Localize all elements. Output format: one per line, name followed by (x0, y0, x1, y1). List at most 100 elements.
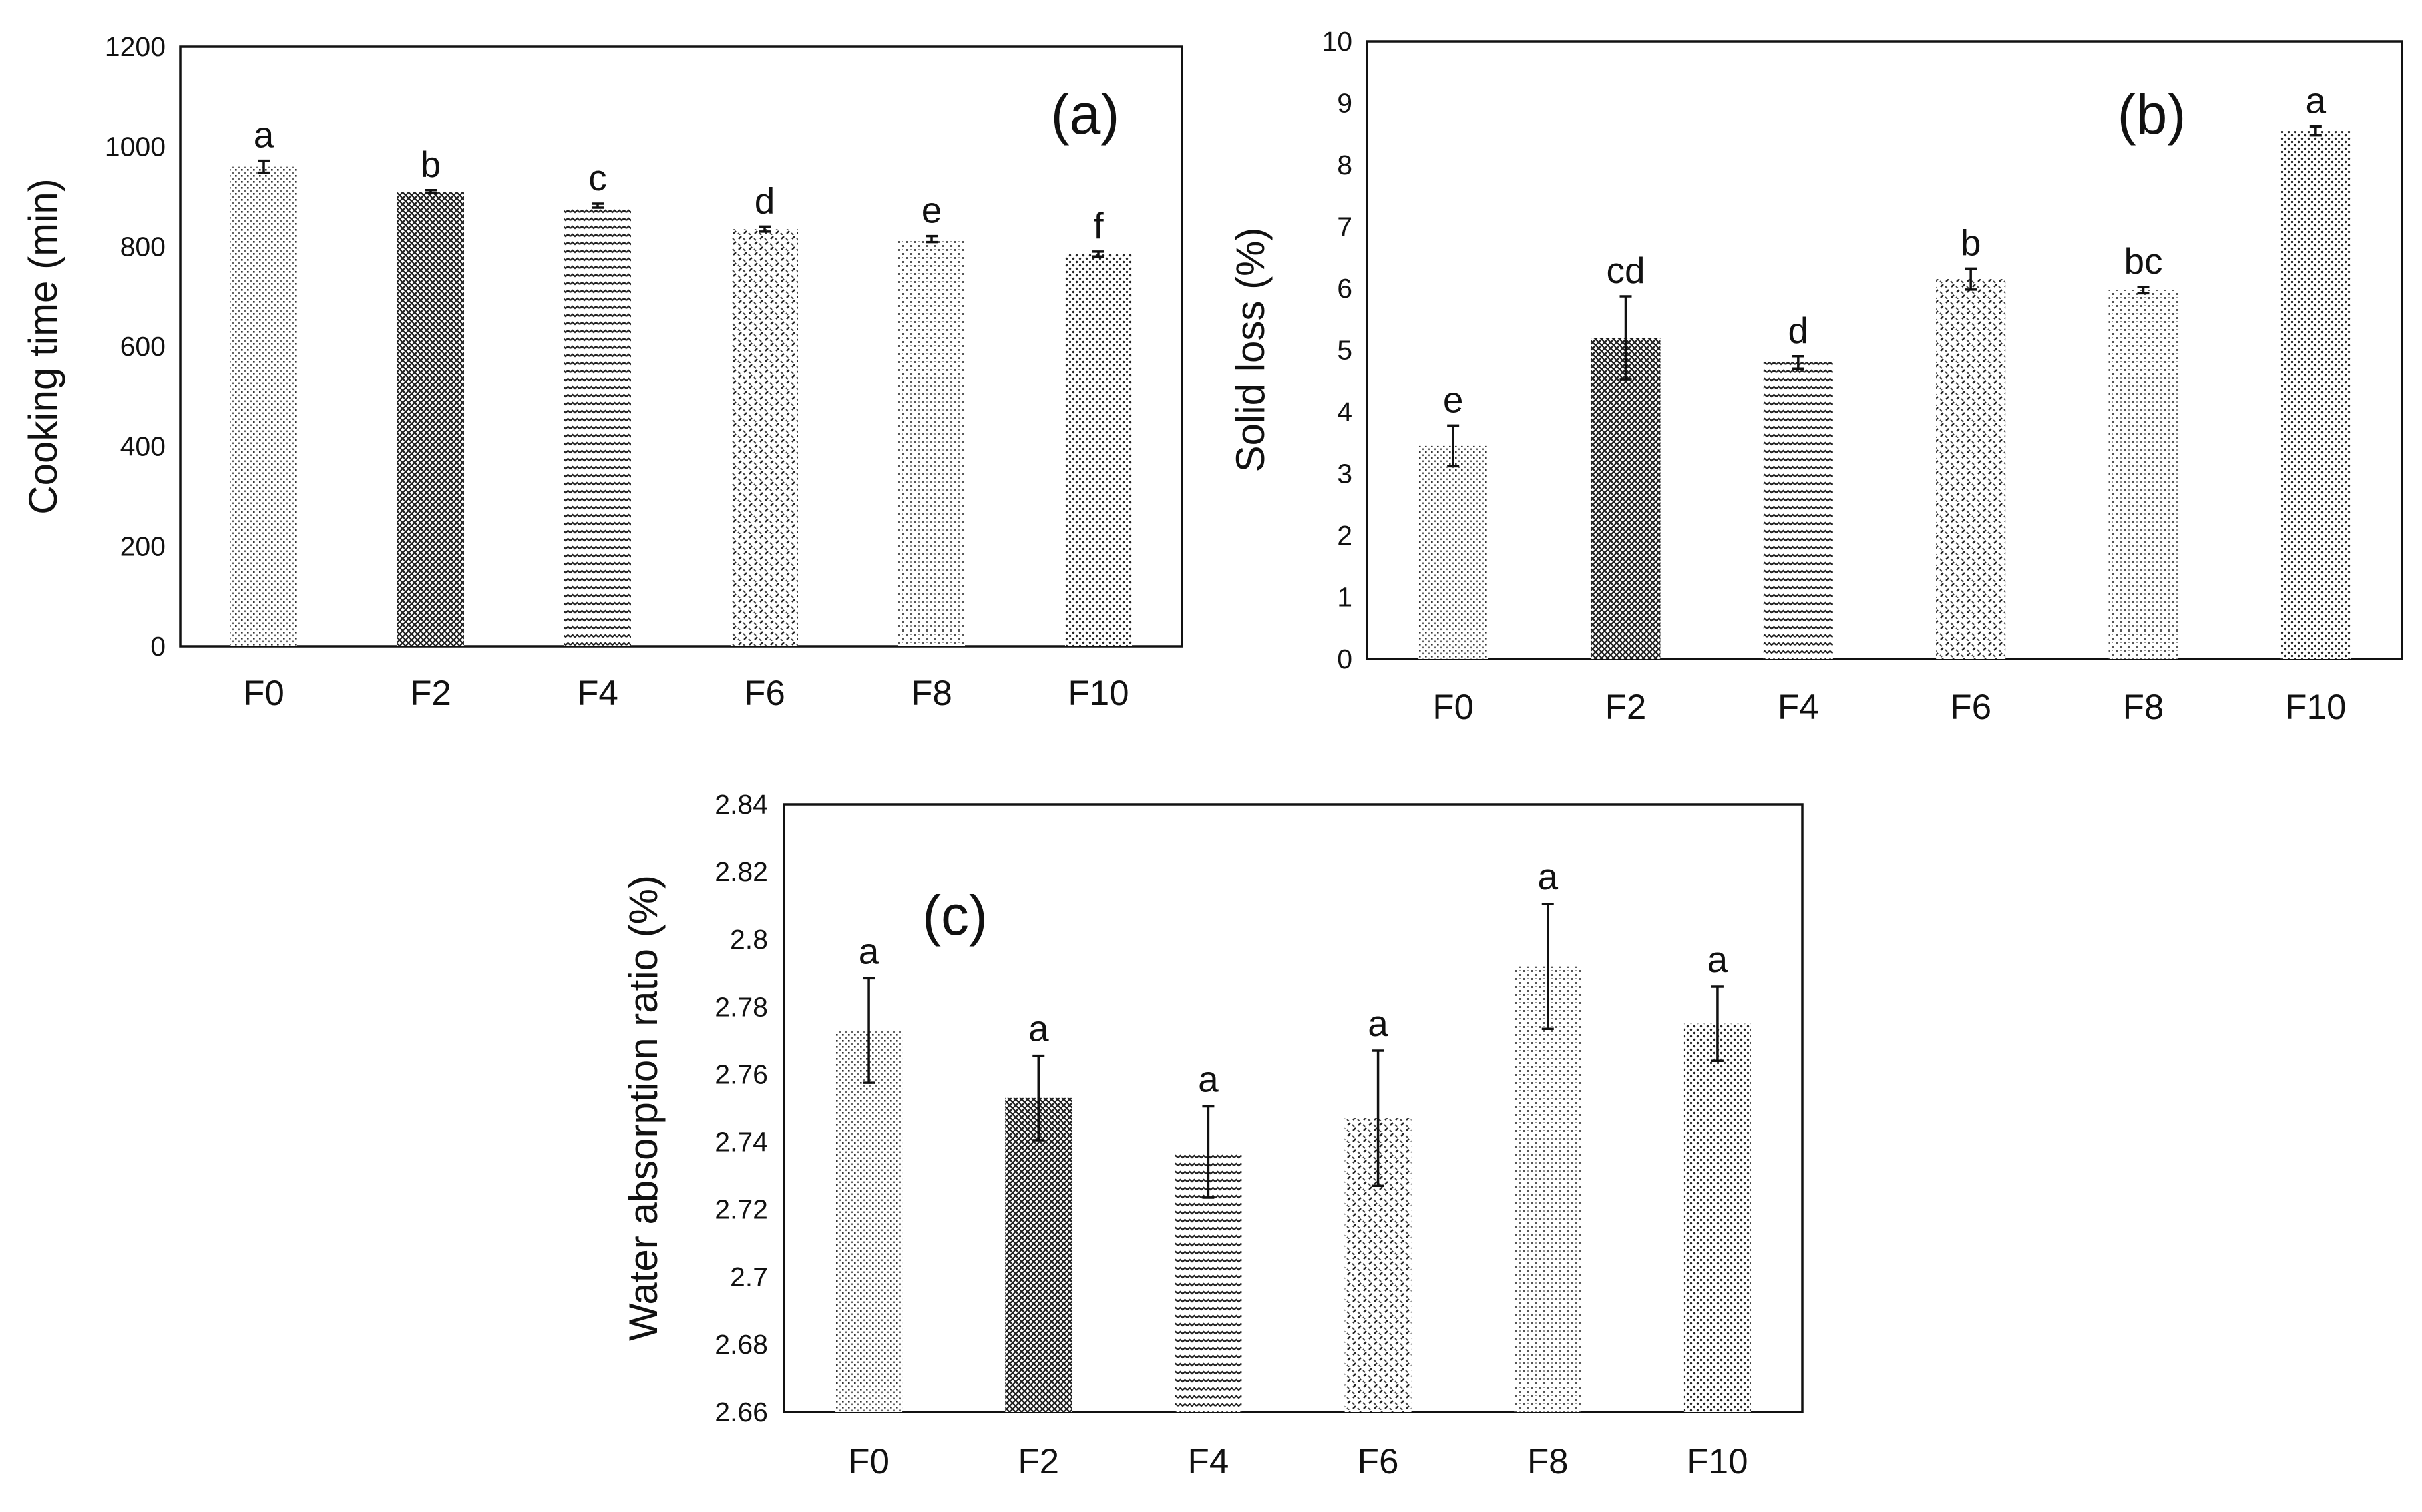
bar-c-F10 (1683, 1023, 1751, 1412)
error-bar-b-F0 (1447, 424, 1460, 468)
y-tick-label-b: 7 (1337, 212, 1352, 242)
x-tick-label-b-F10: F10 (2285, 688, 2346, 727)
chart-panel-c: a a a a a a 2.66 2.68 2.7 2.72 2.74 2.76 2.78 2.8 2.8… (621, 789, 1804, 1481)
y-axis-title-c: Water absorption ratio (%) (621, 875, 666, 1341)
x-tick-label-a-F0: F0 (243, 674, 284, 713)
significance-label-b-F4: d (1788, 310, 1809, 351)
significance-label-c-F2: a (1028, 1008, 1049, 1049)
significance-label-c-F0: a (859, 930, 879, 971)
error-bar-c-F6 (1372, 1049, 1384, 1188)
y-tick-label-c: 2.82 (715, 856, 768, 887)
plot-frame-c (783, 803, 1804, 1413)
significance-label-c-F4: a (1198, 1058, 1219, 1099)
significance-label-c-F8: a (1537, 856, 1558, 897)
x-tick-label-b-F6: F6 (1950, 688, 1991, 727)
x-tick-label-a-F6: F6 (744, 674, 785, 713)
x-tick-label-c-F2: F2 (1018, 1442, 1059, 1481)
panel-label-a: (a) (1051, 83, 1120, 146)
error-bar-c-F4 (1202, 1105, 1215, 1199)
error-bar-b-F2 (1619, 295, 1632, 381)
chart-panel-b: e cd d b bc a 0 1 2 3 4 5 6 7 8 9 10 F0 F2 F4 F6 F8 F10 Soli… (1228, 26, 2403, 727)
error-bar-b-F6 (1965, 267, 1977, 291)
y-tick-label-a: 200 (120, 531, 166, 561)
y-tick-label-c: 2.74 (715, 1127, 768, 1158)
y-tick-label-b: 6 (1337, 273, 1352, 304)
significance-label-a-F8: e (922, 190, 942, 231)
plot-frame-a (179, 45, 1183, 648)
significance-label-b-F2: cd (1606, 250, 1645, 291)
y-tick-label-c: 2.78 (715, 991, 768, 1022)
error-bar-a-F10 (1092, 250, 1104, 258)
x-tick-label-c-F0: F0 (848, 1442, 889, 1481)
y-tick-label-c: 2.72 (715, 1194, 768, 1225)
bar-c-F0 (835, 1030, 903, 1412)
bar-a-F8 (898, 239, 965, 646)
significance-label-a-F10: f (1093, 205, 1104, 246)
bar-c-F8 (1514, 966, 1581, 1412)
y-tick-label-c: 2.68 (715, 1329, 768, 1360)
bar-b-F2 (1591, 338, 1661, 659)
error-bar-a-F6 (759, 225, 771, 233)
significance-label-b-F8: bc (2124, 240, 2162, 282)
significance-label-a-F6: d (755, 180, 775, 221)
error-bar-c-F8 (1541, 903, 1554, 1030)
x-tick-label-b-F4: F4 (1778, 688, 1819, 727)
bar-a-F2 (397, 192, 464, 646)
y-tick-label-b: 1 (1337, 582, 1352, 613)
y-tick-label-a: 0 (150, 631, 166, 662)
y-tick-label-a: 1200 (105, 31, 166, 62)
y-axis-title-a: Cooking time (min) (21, 178, 65, 514)
y-axis-title-b: Solid loss (%) (1228, 228, 1273, 473)
bar-b-F8 (2108, 290, 2178, 659)
error-bar-b-F8 (2137, 286, 2150, 295)
y-tick-label-b: 0 (1337, 644, 1352, 674)
error-bar-c-F2 (1032, 1054, 1045, 1142)
significance-label-b-F0: e (1443, 379, 1464, 420)
significance-label-c-F6: a (1368, 1003, 1388, 1044)
x-tick-label-c-F10: F10 (1687, 1442, 1748, 1481)
y-tick-label-c: 2.76 (715, 1059, 768, 1089)
chart-panel-a: a b c d e f 0 200 400 600 800 1000 1200 F0 F2 F4 F6 F8 F… (21, 31, 1183, 713)
significance-label-c-F10: a (1707, 939, 1728, 980)
bar-b-F4 (1763, 362, 1833, 659)
y-tick-label-c: 2.66 (715, 1397, 768, 1427)
error-bar-b-F10 (2309, 125, 2322, 137)
x-tick-label-a-F10: F10 (1068, 674, 1129, 713)
y-tick-label-b: 9 (1337, 88, 1352, 119)
x-tick-label-b-F2: F2 (1605, 688, 1647, 727)
y-tick-label-c: 2.7 (730, 1262, 768, 1292)
bar-b-F6 (1936, 279, 2006, 659)
plot-frame-b (1366, 40, 2403, 660)
bar-a-F4 (564, 205, 631, 647)
y-tick-label-b: 3 (1337, 459, 1352, 489)
error-bar-c-F10 (1711, 985, 1724, 1062)
error-bar-c-F0 (863, 977, 875, 1084)
y-tick-label-a: 1000 (105, 132, 166, 162)
x-tick-label-c-F6: F6 (1358, 1442, 1399, 1481)
bar-a-F10 (1065, 254, 1132, 646)
y-tick-label-c: 2.8 (730, 924, 768, 955)
bar-c-F2 (1005, 1097, 1072, 1412)
error-bar-b-F4 (1792, 355, 1804, 370)
bar-a-F6 (731, 229, 798, 646)
y-tick-label-b: 4 (1337, 397, 1352, 427)
significance-label-a-F4: c (588, 157, 607, 198)
y-tick-label-b: 10 (1322, 26, 1352, 57)
error-bar-a-F4 (592, 202, 604, 209)
significance-label-a-F0: a (254, 114, 274, 156)
bar-b-F10 (2280, 131, 2351, 659)
error-bar-a-F0 (258, 159, 270, 174)
x-tick-label-b-F0: F0 (1432, 688, 1474, 727)
y-tick-label-a: 600 (120, 331, 166, 362)
y-tick-label-a: 400 (120, 431, 166, 462)
y-tick-label-b: 8 (1337, 150, 1352, 180)
bar-a-F0 (230, 166, 297, 647)
panel-label-b: (b) (2117, 83, 2186, 146)
y-tick-label-b: 2 (1337, 520, 1352, 551)
bar-b-F0 (1418, 445, 1488, 659)
x-tick-label-a-F2: F2 (410, 674, 451, 713)
panel-label-c: (c) (922, 884, 988, 947)
error-bar-a-F2 (425, 189, 437, 195)
x-tick-label-a-F8: F8 (911, 674, 952, 713)
